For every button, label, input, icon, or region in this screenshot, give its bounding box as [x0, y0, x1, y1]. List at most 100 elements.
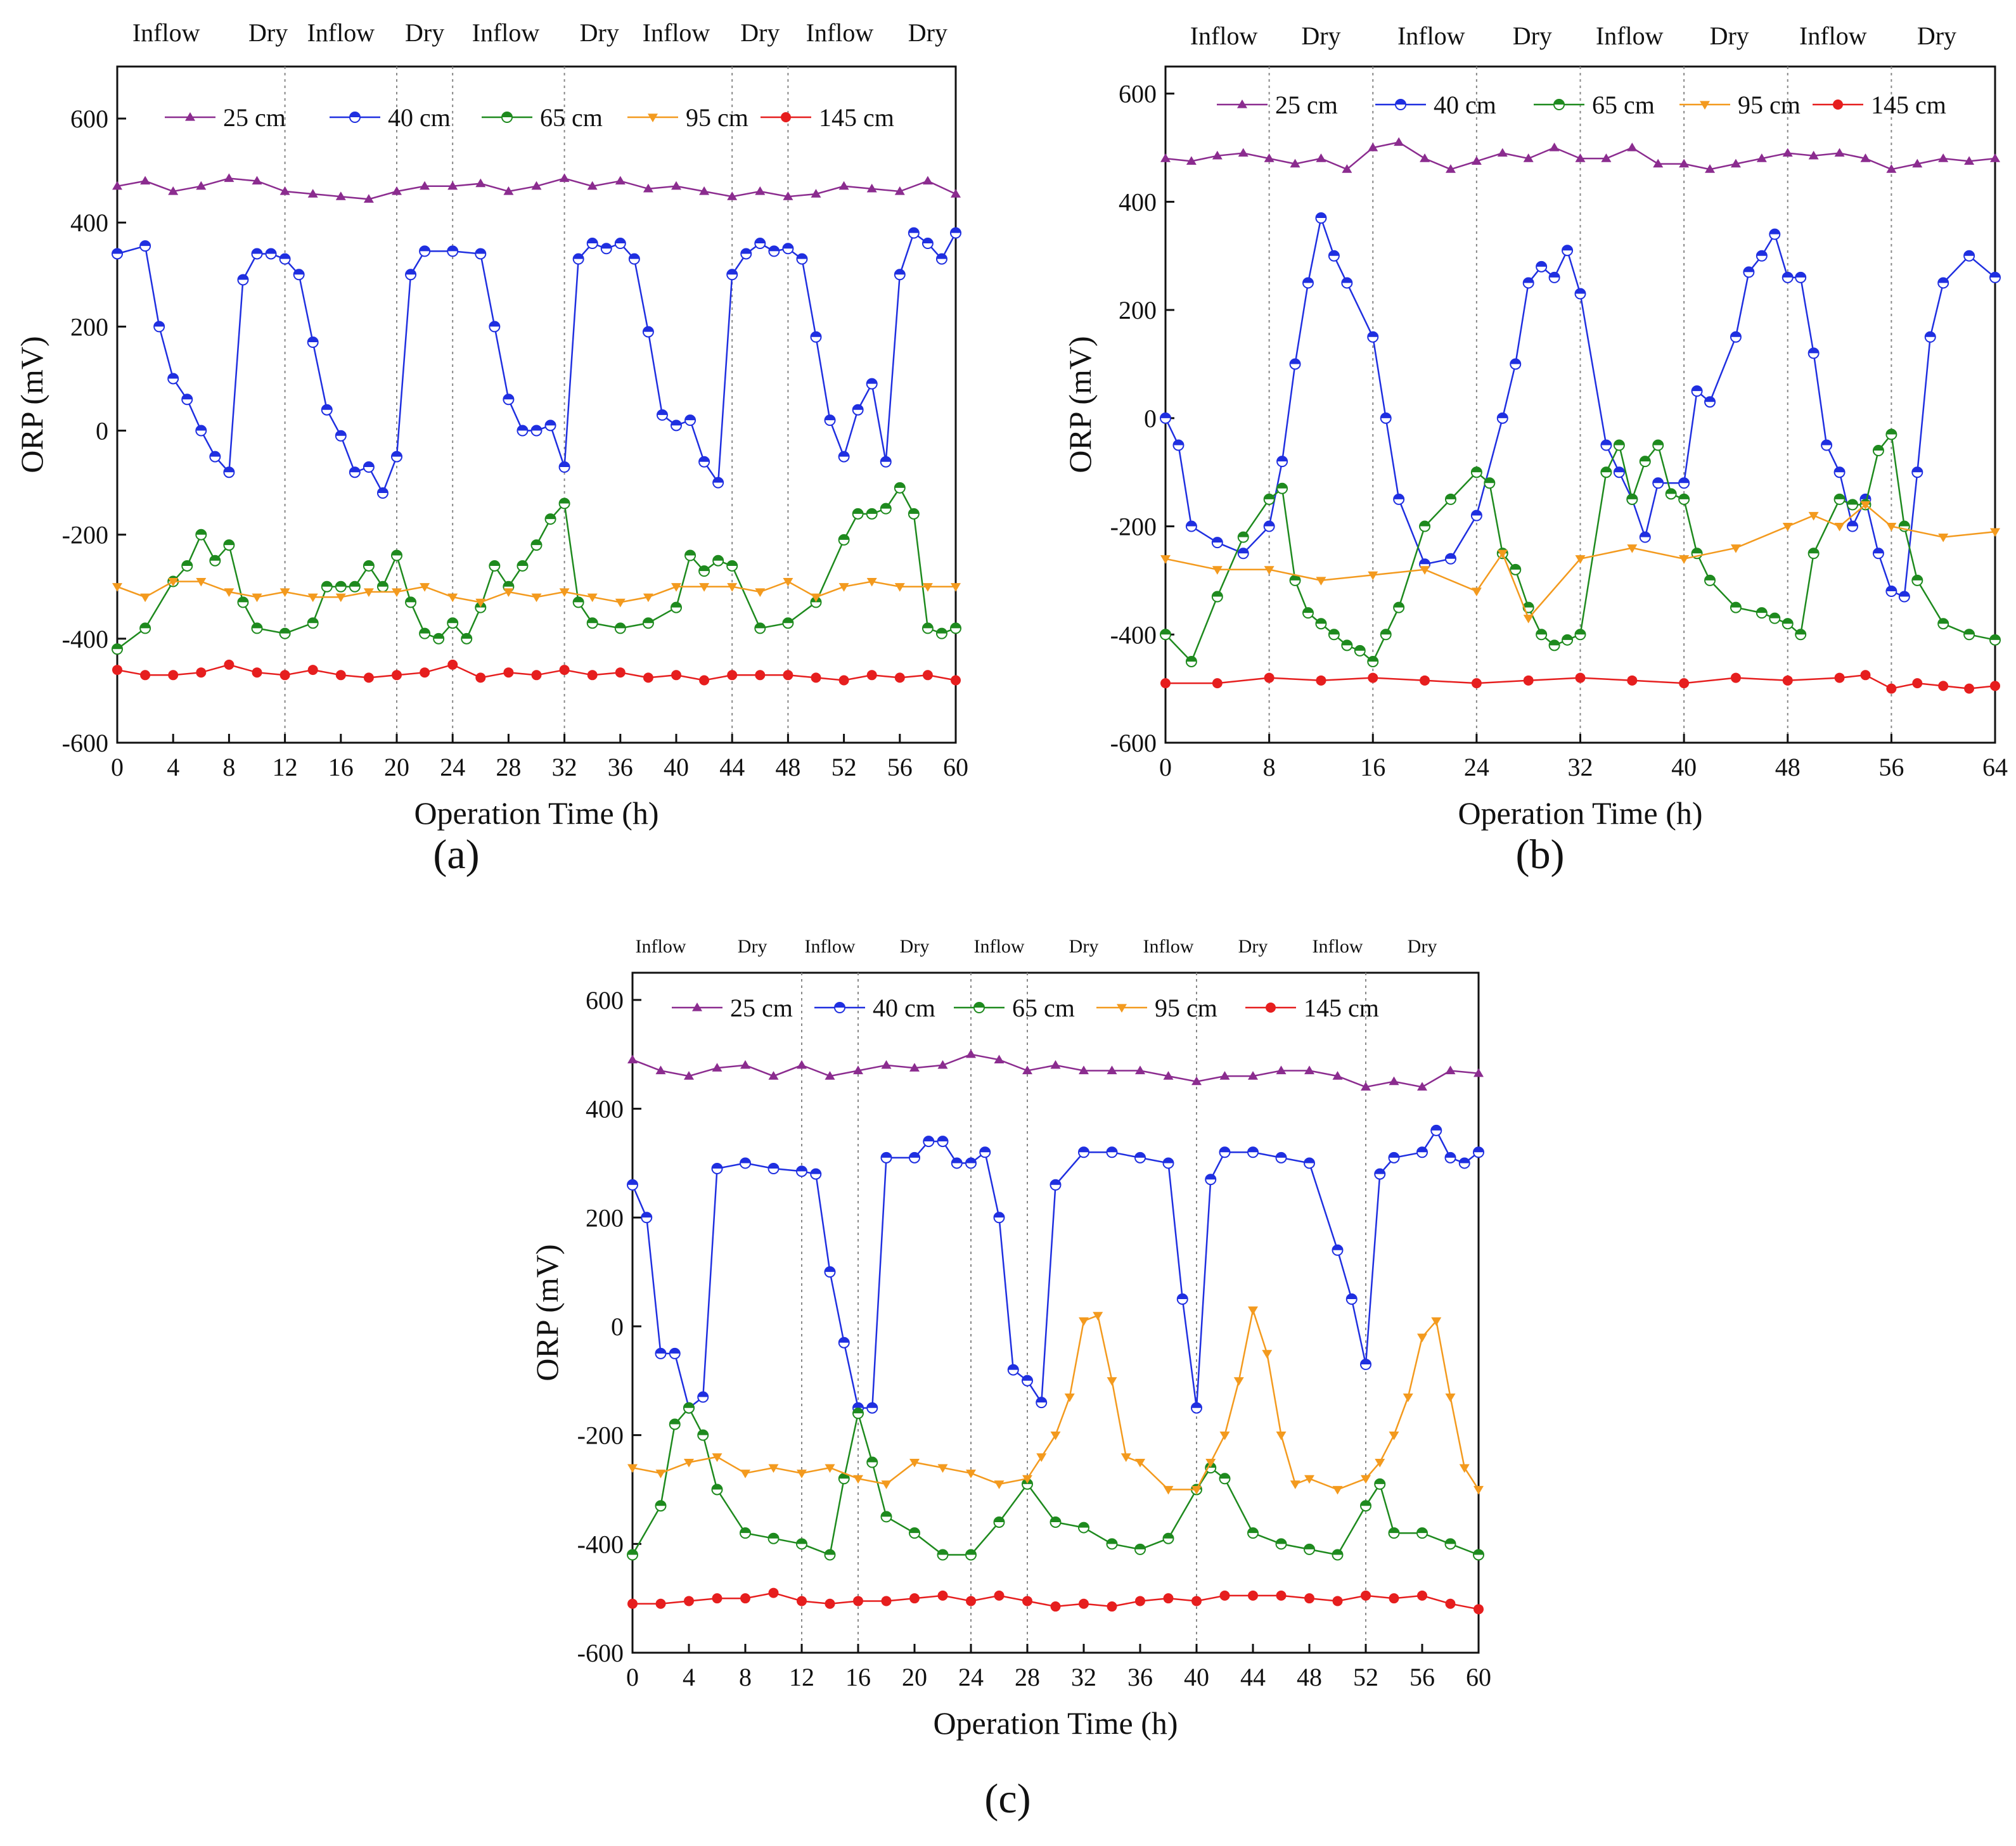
panel-a-data-point-half — [838, 534, 849, 540]
panel-c-data-point — [1332, 1071, 1343, 1080]
panel-c-data-point — [1276, 1590, 1287, 1601]
panel-a-data-point-half — [335, 430, 346, 436]
panel-c-data-point — [1079, 1317, 1089, 1326]
panel-c-data-point — [1332, 1485, 1343, 1495]
panel-a-data-point-half — [531, 425, 542, 431]
panel-a-data-point — [392, 588, 402, 597]
panel-c-data-point — [1361, 1475, 1371, 1484]
panel-b-legend-label: 40 cm — [1434, 91, 1496, 119]
panel-a-data-point — [335, 670, 346, 681]
panel-a-y-tick-label: 200 — [70, 312, 108, 341]
panel-b-data-point-half — [1847, 521, 1858, 527]
panel-b-legend-marker — [1833, 99, 1843, 110]
panel-b-data-point — [1316, 577, 1326, 586]
panel-b-data-point — [1911, 466, 1923, 478]
panel-b-data-point-half — [1990, 634, 2000, 640]
panel-b-data-point — [1575, 555, 1586, 564]
panel-c-data-point-half — [655, 1501, 666, 1506]
panel-c-data-point — [1360, 1359, 1371, 1371]
panel-c-data-point — [683, 1402, 695, 1414]
panel-b-data-point — [1860, 153, 1871, 162]
panel-a-data-point — [168, 670, 179, 681]
panel-c-data-point — [1275, 1151, 1287, 1163]
panel-a-x-tick-label: 44 — [719, 753, 745, 781]
panel-c-data-point — [711, 1484, 723, 1496]
panel-a-data-point — [168, 186, 179, 195]
panel-c-data-point — [740, 1060, 750, 1069]
panel-c-data-point — [1332, 1549, 1344, 1561]
panel-a-data-point-half — [615, 238, 626, 244]
panel-c-data-point — [1416, 1146, 1428, 1158]
panel-a-data-point-half — [363, 461, 374, 467]
panel-a-data-point-half — [406, 597, 416, 603]
panel-c-data-point — [1417, 1333, 1427, 1343]
panel-b-data-point — [1912, 678, 1923, 689]
panel-c-data-point — [909, 1151, 920, 1163]
panel-c-x-tick-label: 60 — [1466, 1663, 1491, 1691]
panel-b-data-point-half — [1264, 521, 1274, 527]
panel-a-data-point — [838, 451, 850, 463]
panel-c-data-point — [655, 1500, 667, 1512]
panel-a-data-point-half — [210, 555, 221, 561]
panel-b-data-point — [1885, 585, 1897, 597]
panel-c-data-point — [852, 1407, 864, 1420]
panel-b-data-point — [1211, 537, 1223, 549]
panel-b-data-point-half — [1264, 494, 1274, 499]
panel-c-x-tick-label: 56 — [1409, 1663, 1435, 1691]
panel-b-data-point-half — [1212, 591, 1223, 597]
panel-b-data-point-half — [1730, 602, 1741, 608]
panel-c-data-point-half — [867, 1457, 878, 1463]
panel-a-data-point — [796, 253, 808, 265]
panel-a-y-tick-label: 400 — [70, 208, 108, 237]
panel-a-data-point — [740, 248, 752, 260]
panel-c-data-point — [825, 1464, 835, 1473]
panel-b-data-point — [1574, 629, 1586, 641]
panel-b-data-point — [1160, 153, 1171, 162]
panel-b-series-40cm — [1160, 212, 2001, 603]
panel-a-data-point — [754, 622, 766, 634]
panel-a-data-point-half — [657, 409, 667, 415]
panel-a-data-point — [447, 593, 458, 603]
panel-b-data-point — [1665, 488, 1677, 500]
panel-c-data-point — [1445, 1598, 1456, 1609]
panel-b-data-point — [1394, 137, 1404, 146]
panel-c-data-point — [1389, 1432, 1399, 1440]
panel-c-data-point-half — [923, 1136, 934, 1142]
panel-c-legend-marker-half — [835, 1003, 845, 1008]
panel-b-data-point — [1964, 156, 1975, 165]
panel-a-data-point — [615, 176, 626, 185]
panel-b-data-point — [1420, 675, 1430, 686]
panel-c-data-point-half — [641, 1212, 652, 1218]
panel-b-data-point — [1730, 331, 1742, 343]
panel-b-data-point — [1522, 277, 1534, 289]
panel-c-data-point — [740, 1593, 750, 1604]
panel-b-data-point — [1185, 655, 1197, 667]
panel-b-data-point-half — [1549, 640, 1560, 646]
panel-c-data-point — [966, 1596, 976, 1606]
panel-b-data-point — [1238, 148, 1249, 157]
panel-b-data-point — [1653, 158, 1664, 168]
panel-c-data-point — [838, 1336, 850, 1349]
panel-b-data-point — [1704, 396, 1716, 408]
panel-b-data-point-half — [1328, 250, 1339, 256]
panel-a-data-point — [112, 248, 123, 260]
panel-c-data-point-half — [627, 1179, 638, 1185]
panel-c-series-65cm — [627, 1402, 1484, 1561]
panel-b-data-point-half — [1614, 467, 1624, 473]
panel-a-data-point — [405, 269, 417, 281]
panel-c-data-point — [1106, 1146, 1118, 1158]
panel-a-data-point-half — [811, 331, 821, 337]
panel-a-data-point — [727, 670, 738, 681]
panel-a-data-point — [420, 583, 430, 592]
panel-c-data-point-half — [909, 1152, 920, 1158]
panel-a-data-point — [252, 176, 262, 185]
panel-c-data-point — [1374, 1478, 1386, 1490]
panel-a-data-point-half — [671, 420, 681, 426]
panel-c-data-point-half — [1304, 1544, 1314, 1549]
panel-a-data-point — [699, 583, 710, 592]
panel-b-data-point — [1678, 477, 1690, 489]
panel-b-data-point — [1795, 629, 1807, 641]
panel-c-data-point — [937, 1464, 948, 1473]
panel-c-data-point-half — [698, 1430, 709, 1435]
panel-a-data-point — [252, 593, 262, 603]
